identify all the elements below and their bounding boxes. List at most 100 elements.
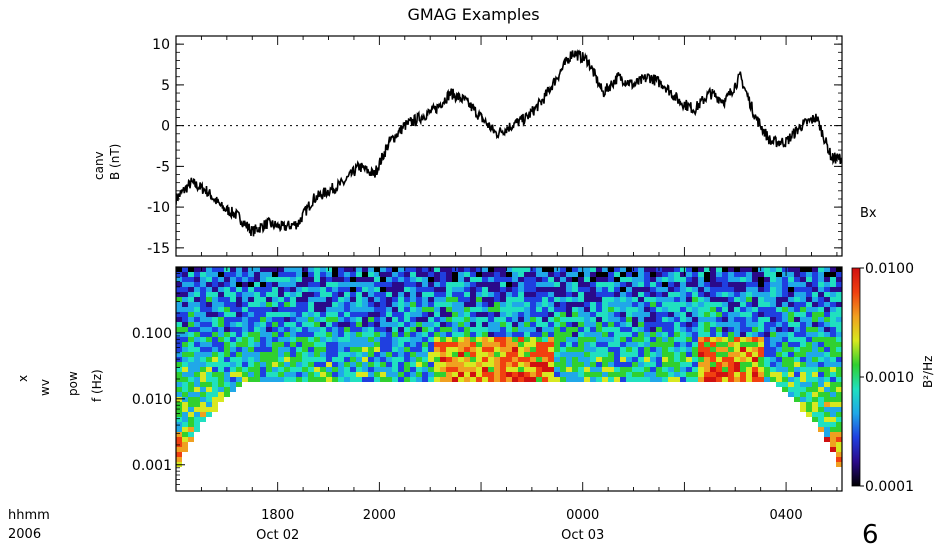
spectrogram-cell [476, 342, 482, 347]
spectrogram-cell [482, 322, 488, 327]
spectrogram-cell [452, 282, 458, 287]
spectrogram-cell [284, 267, 290, 272]
spectrogram-cell [794, 337, 800, 342]
spectrogram-cell [416, 352, 422, 357]
spectrogram-cell [368, 317, 374, 322]
spectrogram-cell [830, 437, 836, 442]
spectrogram-cell [398, 367, 404, 372]
spectrogram-cell [494, 352, 500, 357]
spectrogram-cell [350, 317, 356, 322]
spectrogram-cell [830, 327, 836, 332]
spectrogram-cell [728, 337, 734, 342]
spectrogram-cell [752, 272, 758, 277]
spectrogram-cell [368, 332, 374, 337]
spectrogram-cell [290, 267, 296, 272]
spectrogram-cell [680, 342, 686, 347]
spectrogram-cell [302, 347, 308, 352]
spectrogram-cell [272, 317, 278, 322]
spectrogram-cell [806, 337, 812, 342]
spectrogram-cell [812, 347, 818, 352]
spectrogram-cell [740, 362, 746, 367]
spectrogram-cell [440, 342, 446, 347]
spectrogram-cell [638, 277, 644, 282]
spectrogram-cell [254, 347, 260, 352]
bx-series-line [176, 49, 842, 237]
spectrogram-cell [770, 332, 776, 337]
spectrogram-cell [386, 352, 392, 357]
spectrogram-cell [410, 332, 416, 337]
bottom-ytick-label: 0.010 [132, 392, 172, 408]
spectrogram-cell [482, 327, 488, 332]
spectrogram-cell [278, 287, 284, 292]
spectrogram-cell [686, 347, 692, 352]
spectrogram-cell [560, 312, 566, 317]
spectrogram-cell [242, 357, 248, 362]
spectrogram-cell [542, 287, 548, 292]
spectrogram-cell [494, 347, 500, 352]
spectrogram-cell [584, 322, 590, 327]
colorbar-label: B²/Hz [921, 355, 935, 388]
spectrogram-cell [248, 297, 254, 302]
spectrogram-cell [530, 267, 536, 272]
spectrogram-cell [788, 382, 794, 387]
spectrogram-cell [398, 357, 404, 362]
spectrogram-cell [590, 337, 596, 342]
spectrogram-cell [710, 367, 716, 372]
spectrogram-cell [416, 372, 422, 377]
spectrogram-cell [836, 312, 842, 317]
spectrogram-cell [578, 352, 584, 357]
spectrogram-cell [176, 267, 182, 272]
spectrogram-cell [698, 367, 704, 372]
spectrogram-cell [266, 322, 272, 327]
spectrogram-cell [416, 312, 422, 317]
spectrogram-cell [260, 277, 266, 282]
spectrogram-cell [398, 362, 404, 367]
spectrogram-cell [782, 267, 788, 272]
spectrogram-cell [404, 362, 410, 367]
spectrogram-cell [536, 347, 542, 352]
spectrogram-cell [686, 322, 692, 327]
spectrogram-cell [632, 327, 638, 332]
spectrogram-cell [662, 327, 668, 332]
spectrogram-cell [290, 322, 296, 327]
spectrogram-cell [404, 327, 410, 332]
spectrogram-cell [836, 272, 842, 277]
spectrogram-cell [182, 342, 188, 347]
spectrogram-cell [242, 292, 248, 297]
spectrogram-cell [476, 287, 482, 292]
spectrogram-cell [206, 367, 212, 372]
spectrogram-cell [830, 342, 836, 347]
spectrogram-cell [254, 352, 260, 357]
spectrogram-cell [548, 352, 554, 357]
spectrogram-cell [620, 302, 626, 307]
spectrogram-cell [608, 372, 614, 377]
spectrogram-cell [356, 277, 362, 282]
spectrogram-cell [380, 317, 386, 322]
spectrogram-cell [488, 292, 494, 297]
spectrogram-cell [674, 327, 680, 332]
spectrogram-cell [428, 357, 434, 362]
spectrogram-cell [182, 447, 188, 452]
spectrogram-cell [344, 297, 350, 302]
spectrogram-cell [230, 387, 236, 392]
spectrogram-cell [698, 347, 704, 352]
spectrogram-cell [500, 362, 506, 367]
spectrogram-cell [710, 337, 716, 342]
spectrogram-cell [722, 287, 728, 292]
spectrogram-cell [266, 312, 272, 317]
spectrogram-cell [596, 362, 602, 367]
spectrogram-cell [800, 332, 806, 337]
spectrogram-cell [680, 272, 686, 277]
spectrogram-cell [194, 267, 200, 272]
spectrogram-cell [212, 302, 218, 307]
spectrogram-cell [818, 377, 824, 382]
spectrogram-cell [830, 387, 836, 392]
spectrogram-cell [518, 292, 524, 297]
spectrogram-cell [434, 297, 440, 302]
spectrogram-cell [392, 342, 398, 347]
spectrogram-cell [626, 277, 632, 282]
spectrogram-cell [620, 277, 626, 282]
xtick-label-time: 0000 [566, 508, 599, 523]
spectrogram-cell [674, 352, 680, 357]
spectrogram-cell [602, 307, 608, 312]
